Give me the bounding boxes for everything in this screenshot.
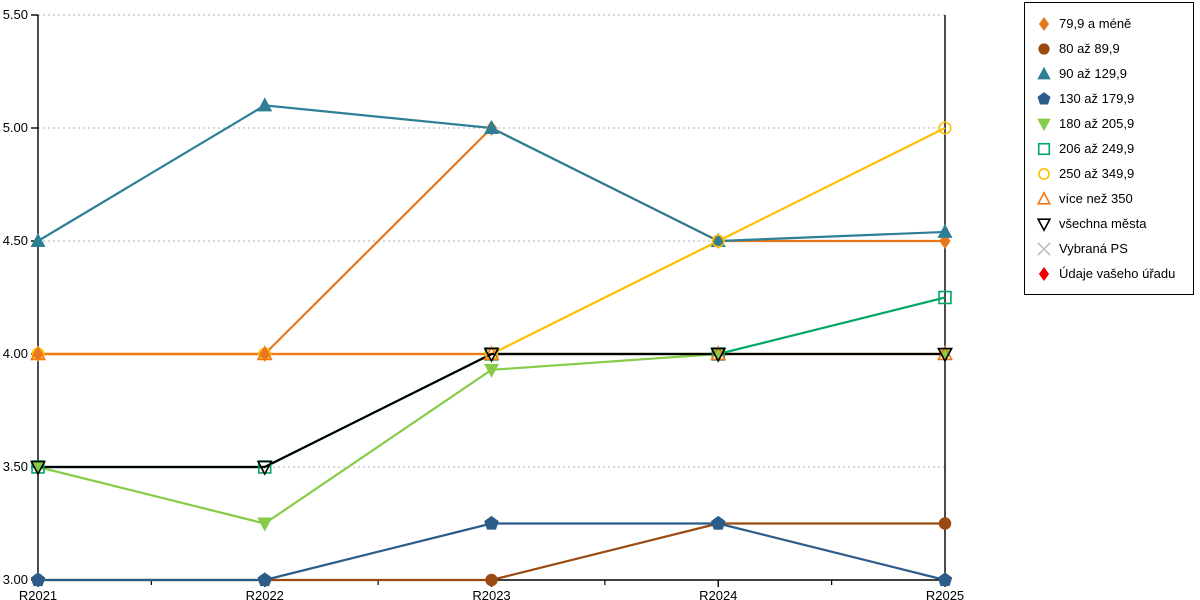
legend-item[interactable]: 79,9 a méně — [1035, 11, 1185, 36]
legend-item-label: všechna města — [1059, 215, 1147, 231]
series-line — [38, 522, 945, 582]
marker-triangle-down-open — [483, 347, 500, 363]
marker-circle — [1038, 42, 1050, 55]
marker-triangle-up — [484, 119, 499, 134]
marker-triangle-down — [257, 517, 273, 532]
legend-item-label: 130 až 179,9 — [1059, 90, 1135, 106]
y-axis-label: 4.50 — [3, 233, 28, 248]
legend-item[interactable]: 80 až 89,9 — [1035, 36, 1185, 61]
x-axis-label: R2025 — [926, 588, 964, 600]
marker-triangle-down-open — [30, 460, 46, 476]
marker-triangle-down-open — [937, 347, 953, 363]
legend-item[interactable]: Vybraná PS — [1035, 236, 1185, 261]
y-axis-label: 4.00 — [3, 346, 28, 361]
marker-pentagon — [30, 572, 46, 587]
marker-triangle-down-open — [1036, 217, 1052, 232]
marker-triangle-up — [30, 232, 46, 247]
marker-diamond — [1038, 266, 1050, 281]
series-line — [38, 352, 945, 469]
legend-marker-icon — [1035, 115, 1053, 133]
legend-item[interactable]: všechna města — [1035, 211, 1185, 236]
legend-item-label: 250 až 349,9 — [1059, 165, 1135, 181]
marker-pentagon — [711, 515, 726, 530]
legend-item[interactable]: 90 až 129,9 — [1035, 61, 1185, 86]
y-axis-label: 3.50 — [3, 459, 28, 474]
x-axis-label: R2023 — [472, 588, 510, 600]
plot-svg: 3.00 3.50 4.00 4.50 5.00 5.50 R2021 R2022 R2023 R… — [3, 7, 964, 600]
series-line — [38, 296, 946, 469]
marker-triangle-down-open — [710, 347, 727, 363]
marker-triangle-up-open — [30, 345, 46, 361]
y-axis-label: 5.50 — [3, 7, 28, 22]
legend-item[interactable]: 130 až 179,9 — [1035, 86, 1185, 111]
marker-triangle-up-open — [256, 345, 273, 361]
legend-item-label: 79,9 a méně — [1059, 15, 1132, 31]
marker-square-open — [1037, 142, 1051, 155]
legend-item[interactable]: Údaje vašeho úřadu — [1035, 261, 1185, 286]
chart-legend: 79,9 a méně 80 až 89,9 90 až 129,9 130 až 1… — [1024, 2, 1194, 295]
legend-item-label: 80 až 89,9 — [1059, 40, 1120, 56]
legend-item[interactable]: 180 až 205,9 — [1035, 111, 1185, 136]
legend-marker-icon — [1035, 65, 1053, 83]
marker-circle — [938, 517, 952, 530]
legend-marker-icon — [1035, 40, 1053, 58]
series-206-a-249-9 — [38, 296, 946, 469]
series-80-a-89-9 — [38, 522, 945, 582]
legend-item[interactable]: více než 350 — [1035, 186, 1185, 211]
series-130-a-179-9 — [38, 522, 946, 582]
legend-marker-icon — [1035, 90, 1053, 108]
marker-circle-open — [938, 121, 952, 135]
y-axis-label: 5.00 — [3, 120, 28, 135]
marker-pentagon — [937, 572, 953, 587]
marker-diamond — [1038, 16, 1050, 31]
series-line — [38, 522, 946, 582]
legend-marker-icon — [1035, 265, 1053, 283]
marker-triangle-up — [1037, 66, 1051, 79]
marker-triangle-up — [257, 97, 273, 112]
legend-item-label: Vybraná PS — [1059, 240, 1128, 256]
marker-square-open — [938, 290, 952, 305]
series-markers — [30, 515, 953, 587]
marker-x — [1037, 241, 1051, 256]
legend-marker-icon — [1035, 15, 1053, 33]
marker-circle — [485, 573, 498, 587]
marker-pentagon — [1037, 91, 1051, 105]
marker-x-stroke — [1037, 241, 1051, 256]
legend-marker-icon — [1035, 140, 1053, 158]
marker-triangle-down — [484, 363, 499, 378]
marker-triangle-up — [937, 223, 953, 238]
legend-marker-icon — [1035, 190, 1053, 208]
legend-item[interactable]: 206 až 249,9 — [1035, 136, 1185, 161]
marker-diamond — [939, 233, 951, 249]
series-markers — [30, 97, 953, 247]
x-axis-label: R2024 — [699, 588, 737, 600]
series-markers — [30, 348, 953, 532]
marker-pentagon — [484, 515, 499, 530]
legend-marker-icon — [1035, 215, 1053, 233]
legend-item[interactable]: 250 až 349,9 — [1035, 161, 1185, 186]
line-chart: 3.00 3.50 4.00 4.50 5.00 5.50 R2021 R2022 R2023 R… — [3, 7, 964, 600]
x-axis-label: R2022 — [246, 588, 284, 600]
legend-marker-icon — [1035, 165, 1053, 183]
legend-item-label: 180 až 205,9 — [1059, 115, 1135, 131]
marker-circle-open — [711, 234, 725, 248]
legend-marker-icon — [1035, 240, 1053, 258]
legend-item-label: 206 až 249,9 — [1059, 140, 1135, 156]
y-axis-label: 3.00 — [3, 572, 28, 587]
marker-triangle-down — [1037, 118, 1051, 131]
legend-item-label: 90 až 129,9 — [1059, 65, 1127, 81]
legend-item-label: více než 350 — [1059, 190, 1133, 206]
series-180-a-205-9 — [37, 352, 945, 525]
series-v-echna-m-sta — [38, 352, 945, 469]
marker-triangle-up-open — [1036, 190, 1052, 205]
series-line — [37, 352, 945, 525]
series-markers — [30, 347, 953, 476]
marker-circle-open — [1038, 167, 1050, 180]
x-axis-label: R2021 — [19, 588, 57, 600]
marker-pentagon — [257, 572, 272, 587]
series-markers — [31, 290, 952, 474]
marker-triangle-down-open — [256, 460, 273, 476]
legend-item-label: Údaje vašeho úřadu — [1059, 265, 1176, 281]
